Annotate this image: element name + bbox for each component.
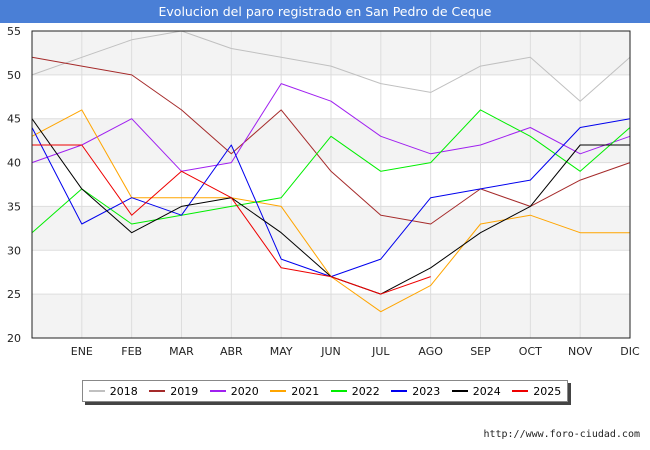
legend-label: 2025 — [533, 384, 562, 398]
source-url: http://www.foro-ciudad.com — [483, 429, 640, 440]
legend-swatch-2019 — [149, 390, 166, 392]
x-tick-label: AGO — [418, 345, 443, 358]
legend-item-2021: 2021 — [270, 385, 319, 398]
y-tick-label: 45 — [7, 113, 21, 126]
x-tick-label: JUL — [371, 345, 390, 358]
y-tick-label: 35 — [7, 200, 21, 213]
legend-label: 2019 — [170, 384, 199, 398]
series-line-2018 — [31, 30, 631, 102]
legend-item-2019: 2019 — [149, 385, 198, 398]
x-tick-label: FEB — [121, 345, 142, 358]
legend-swatch-2024 — [451, 390, 468, 392]
axes: 20 25 30 35 40 45 50 55 ENE FEB MAR ABR MAY JUN JUL AGO… — [7, 25, 640, 358]
x-tick-label: ABR — [220, 345, 243, 358]
x-tick-label: SEP — [470, 345, 491, 358]
series-line-2025 — [32, 144, 431, 295]
legend-swatch-2021 — [270, 390, 287, 392]
legend-swatch-2022 — [330, 390, 347, 392]
legend-swatch-2020 — [209, 390, 226, 392]
x-tick-label: JUN — [320, 345, 341, 358]
legend-item-2023: 2023 — [391, 385, 440, 398]
x-tick-label: MAY — [270, 345, 293, 358]
legend-item-2024: 2024 — [451, 384, 501, 398]
legend-swatch-2025 — [512, 390, 529, 392]
y-tick-label: 20 — [7, 332, 21, 345]
legend-label: 2018 — [109, 384, 138, 398]
series-line-2022 — [31, 109, 631, 234]
y-tick-label: 30 — [7, 244, 21, 257]
y-tick-label: 55 — [7, 25, 21, 38]
x-tick-label: NOV — [568, 345, 593, 358]
y-tick-label: 25 — [7, 288, 21, 301]
legend-label: 2021 — [291, 384, 320, 398]
x-tick-label: ENE — [71, 345, 93, 358]
y-tick-label: 40 — [7, 157, 21, 170]
series-lines — [31, 30, 631, 313]
series-line-2020 — [31, 83, 631, 172]
plot-frame — [31, 30, 631, 339]
x-tick-label: OCT — [519, 345, 542, 358]
y-tick-label: 50 — [7, 69, 21, 82]
x-tick-label: DIC — [620, 345, 640, 358]
legend-item-2020: 2020 — [209, 384, 259, 398]
x-tick-label: MAR — [169, 345, 194, 358]
grid — [32, 30, 631, 339]
legend-label: 2023 — [412, 384, 441, 398]
legend-item-2018: 2018 — [88, 384, 138, 398]
legend-label: 2022 — [351, 384, 380, 398]
legend-label: 2020 — [230, 384, 259, 398]
legend-label: 2024 — [472, 384, 501, 398]
legend-swatch-2023 — [391, 390, 408, 392]
legend-item-2025: 2025 — [512, 385, 561, 398]
legend-swatch-2018 — [88, 390, 105, 392]
chart-title: Evolucion del paro registrado en San Ped… — [0, 0, 650, 23]
legend-item-2022: 2022 — [330, 384, 380, 398]
chart-legend: 2018 2019 2020 2021 2022 2023 2024 2025 — [82, 380, 568, 402]
